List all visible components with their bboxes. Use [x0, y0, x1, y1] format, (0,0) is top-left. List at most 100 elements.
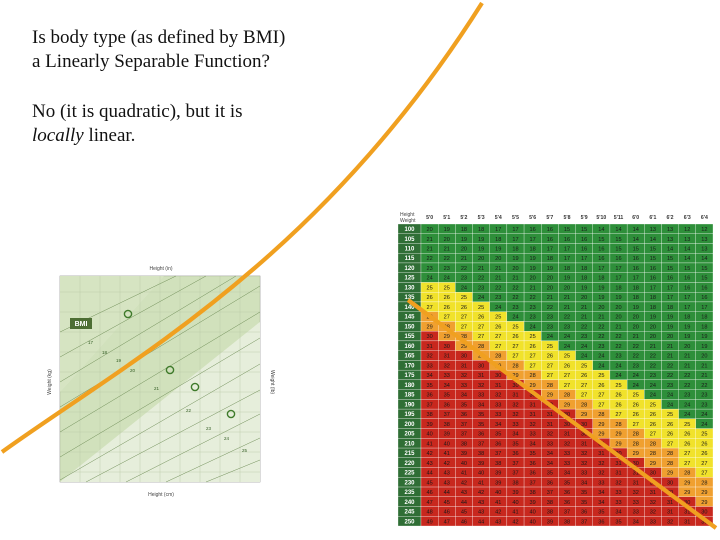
table-bmi-value: 37 [461, 432, 467, 438]
table-bmi-value: 28 [495, 354, 501, 360]
table-bmi-value: 29 [598, 422, 604, 428]
table-header-cell [592, 210, 610, 224]
table-bmi-value: 18 [633, 295, 639, 301]
table-bmi-value: 17 [581, 256, 587, 262]
table-bmi-value: 15 [684, 266, 690, 272]
table-bmi-value: 32 [650, 500, 656, 506]
table-bmi-value: 22 [650, 354, 656, 360]
table-bmi-value: 31 [530, 412, 536, 418]
table-bmi-value: 19 [667, 324, 673, 330]
table-bmi-value: 32 [461, 373, 467, 379]
table-bmi-value: 14 [684, 246, 690, 252]
table-bmi-value: 22 [667, 373, 673, 379]
table-bmi-value: 20 [547, 285, 553, 291]
table-bmi-value: 30 [701, 510, 707, 516]
table-header-cell [506, 210, 525, 224]
table-header-height: 5'0 [426, 215, 433, 221]
table-bmi-value: 34 [598, 500, 604, 506]
table-bmi-value: 26 [667, 432, 673, 438]
table-bmi-value: 31 [615, 471, 621, 477]
table-bmi-value: 23 [650, 373, 656, 379]
table-bmi-value: 31 [444, 354, 450, 360]
table-bmi-value: 43 [495, 519, 501, 525]
table-bmi-value: 34 [426, 373, 432, 379]
table-bmi-value: 20 [615, 305, 621, 311]
table-bmi-value: 22 [426, 256, 432, 262]
answer-rest: linear. [83, 125, 136, 146]
table-bmi-value: 36 [444, 402, 450, 408]
table-bmi-value: 24 [615, 373, 621, 379]
table-bmi-value: 27 [598, 402, 604, 408]
table-bmi-value: 29 [564, 402, 570, 408]
table-bmi-value: 30 [598, 441, 604, 447]
table-bmi-value: 20 [512, 266, 518, 272]
table-bmi-value: 16 [650, 266, 656, 272]
table-bmi-value: 13 [667, 227, 673, 233]
table-bmi-value: 45 [444, 500, 450, 506]
table-bmi-value: 30 [512, 383, 518, 389]
table-weight-label: 135 [404, 295, 415, 301]
table-bmi-value: 32 [495, 393, 501, 399]
table-header-height: 6'3 [684, 215, 691, 221]
table-weight-label: 250 [404, 519, 415, 525]
table-bmi-value: 36 [512, 451, 518, 457]
table-bmi-value: 30 [667, 480, 673, 486]
table-bmi-value: 23 [444, 266, 450, 272]
table-bmi-value: 22 [633, 354, 639, 360]
table-bmi-value: 38 [478, 451, 484, 457]
table-bmi-value: 27 [530, 363, 536, 369]
table-bmi-value: 27 [478, 324, 484, 330]
table-bmi-value: 42 [478, 490, 484, 496]
table-bmi-value: 23 [426, 266, 432, 272]
table-bmi-value: 25 [530, 334, 536, 340]
table-bmi-value: 20 [444, 237, 450, 243]
table-header-height: 6'0 [632, 215, 639, 221]
table-bmi-value: 28 [684, 471, 690, 477]
table-bmi-value: 17 [564, 246, 570, 252]
table-bmi-value: 20 [684, 344, 690, 350]
table-bmi-value: 19 [495, 246, 501, 252]
table-bmi-value: 36 [478, 432, 484, 438]
table-header-cell [678, 210, 696, 224]
table-bmi-value: 37 [564, 510, 570, 516]
table-bmi-value: 27 [444, 315, 450, 321]
table-bmi-value: 22 [530, 295, 536, 301]
table-weight-label: 195 [404, 412, 415, 418]
table-bmi-value: 31 [547, 422, 553, 428]
table-bmi-value: 27 [615, 412, 621, 418]
table-bmi-value: 40 [478, 471, 484, 477]
table-bmi-value: 31 [684, 519, 690, 525]
table-bmi-value: 41 [426, 441, 432, 447]
table-bmi-value: 21 [426, 246, 432, 252]
table-bmi-value: 24 [650, 383, 656, 389]
table-weight-label: 200 [404, 422, 415, 428]
table-weight-label: 220 [404, 461, 415, 467]
table-bmi-value: 28 [650, 441, 656, 447]
table-bmi-value: 38 [547, 500, 553, 506]
table-bmi-value: 21 [512, 276, 518, 282]
table-bmi-value: 38 [564, 519, 570, 525]
table-bmi-value: 20 [633, 324, 639, 330]
table-bmi-value: 26 [615, 393, 621, 399]
table-bmi-value: 23 [547, 324, 553, 330]
table-bmi-value: 24 [426, 276, 432, 282]
table-bmi-value: 39 [495, 480, 501, 486]
table-bmi-value: 30 [650, 471, 656, 477]
table-bmi-value: 24 [598, 354, 604, 360]
table-bmi-value: 18 [581, 266, 587, 272]
table-bmi-value: 25 [667, 412, 673, 418]
table-bmi-value: 31 [564, 432, 570, 438]
table-bmi-value: 31 [667, 500, 673, 506]
table-bmi-value: 20 [650, 334, 656, 340]
table-bmi-value: 38 [512, 480, 518, 486]
table-header-height: 5'10 [596, 215, 606, 221]
table-bmi-value: 28 [581, 402, 587, 408]
table-bmi-value: 28 [650, 451, 656, 457]
table-bmi-value: 35 [564, 480, 570, 486]
table-bmi-value: 29 [495, 363, 501, 369]
table-bmi-value: 28 [444, 324, 450, 330]
table-bmi-value: 32 [667, 519, 673, 525]
table-bmi-value: 27 [547, 363, 553, 369]
table-bmi-value: 35 [615, 519, 621, 525]
table-bmi-value: 20 [564, 285, 570, 291]
